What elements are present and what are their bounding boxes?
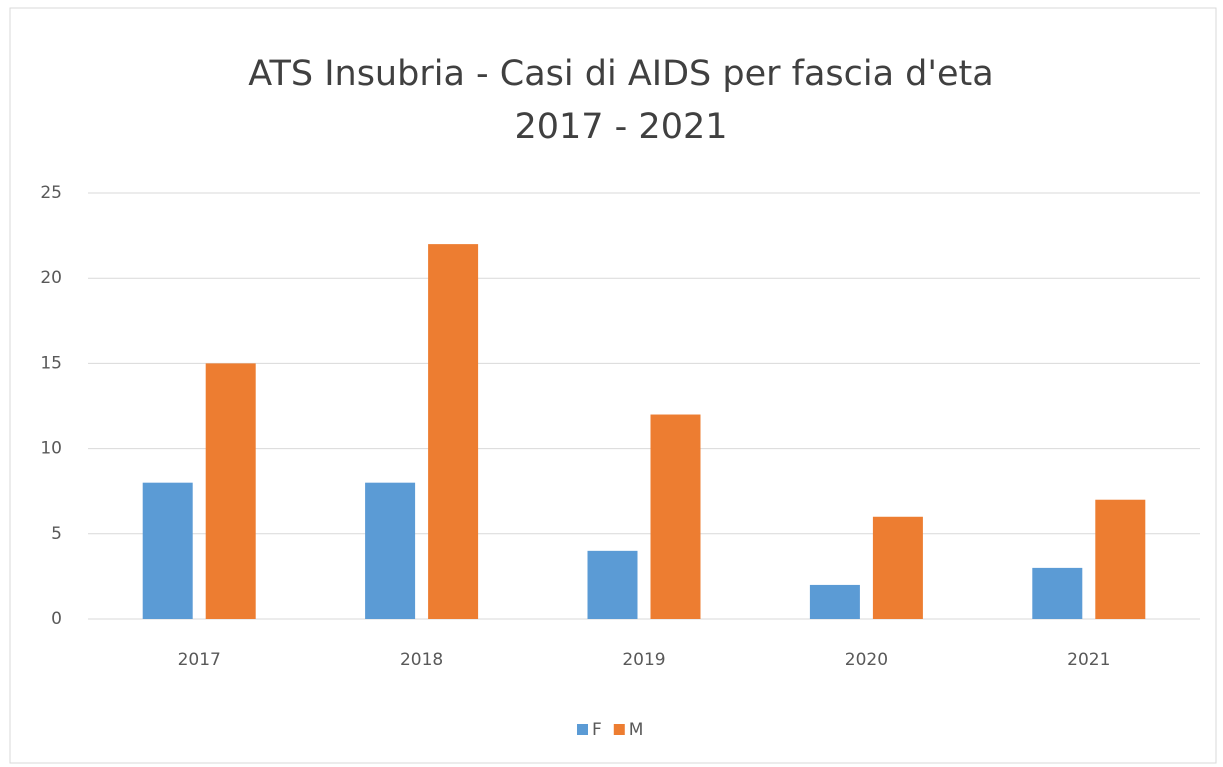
chart-title: ATS Insubria - Casi di AIDS per fascia d… <box>248 54 993 94</box>
y-tick-label: 10 <box>40 439 62 459</box>
y-tick-label: 20 <box>40 268 62 288</box>
x-tick-label: 2017 <box>178 650 221 670</box>
legend-swatch <box>577 724 588 735</box>
x-tick-label: 2018 <box>400 650 443 670</box>
bar <box>650 414 701 619</box>
bar <box>587 550 638 619</box>
legend-label: F <box>592 720 602 740</box>
legend-label: M <box>629 720 644 740</box>
chart-subtitle: 2017 - 2021 <box>514 107 727 147</box>
bar <box>142 482 193 619</box>
bar <box>809 584 860 619</box>
legend-swatch <box>613 724 625 735</box>
bar <box>1095 499 1146 619</box>
bar <box>872 516 923 619</box>
bar <box>1032 567 1083 619</box>
bar <box>365 482 416 619</box>
x-tick-label: 2020 <box>845 650 888 670</box>
x-tick-label: 2021 <box>1067 650 1110 670</box>
y-tick-label: 15 <box>40 353 62 373</box>
bar <box>205 363 256 619</box>
y-tick-label: 0 <box>51 609 62 629</box>
y-tick-label: 25 <box>40 183 62 203</box>
y-tick-label: 5 <box>51 524 62 544</box>
x-tick-label: 2019 <box>622 650 665 670</box>
bar <box>428 244 479 619</box>
